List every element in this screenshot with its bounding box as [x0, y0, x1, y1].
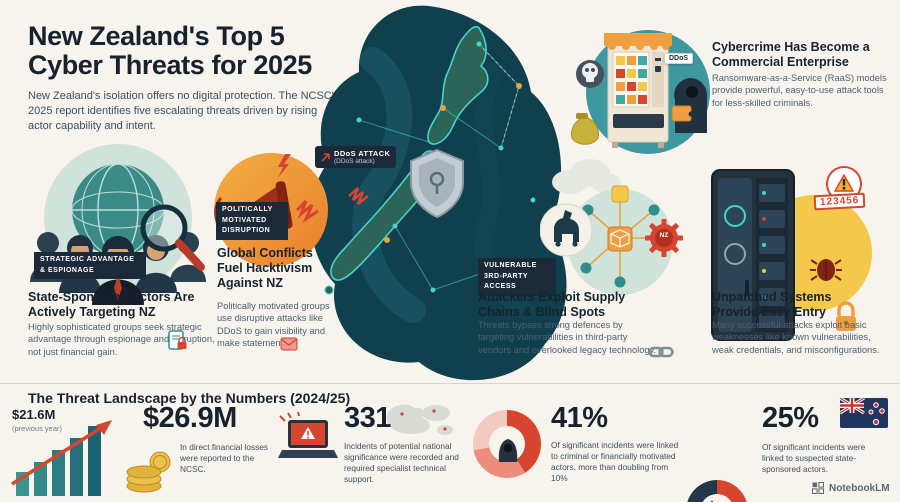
cloud-icon: [552, 159, 621, 194]
weak-password-label: 123456: [813, 192, 866, 211]
incident-laptop-icon: [278, 412, 338, 458]
secure-document-icon: [168, 330, 187, 350]
nz-flag-icon: [840, 398, 888, 428]
threat5-body: Many successful attacks exploit basic we…: [712, 320, 880, 355]
section-divider: [0, 383, 900, 384]
skull-icon: [576, 60, 604, 88]
supply-chain-illustration: [540, 185, 683, 295]
hooded-actor-icon: [498, 439, 518, 462]
nz-gear-icon: [645, 219, 683, 257]
donut-41-percent: [473, 410, 541, 478]
world-map-icon: [386, 404, 453, 435]
chain-link-icon: [648, 346, 674, 358]
server-rack-illustration: [711, 166, 872, 341]
threat3-body: Ransomware-as-a-Service (RaaS) models pr…: [712, 73, 887, 108]
header: New Zealand's Top 5 Cyber Threats for 20…: [28, 21, 368, 134]
threat3-title: Cybercrime Has Become a Commercial Enter…: [712, 40, 870, 69]
threat1-body: Highly sophisticated groups seek strateg…: [28, 322, 215, 357]
stat-incidents-desc: Incidents of potential national signific…: [344, 441, 459, 484]
stat-losses-value: $26.9M: [143, 402, 237, 434]
ddos-attack-label-line1: DDoS ATTACK: [334, 149, 391, 158]
threat4-title: Attackers Exploit Supply Chains & Blind …: [478, 290, 626, 319]
money-bag-icon: [571, 113, 599, 145]
coins-icon: [126, 451, 171, 493]
bug-icon: [810, 259, 842, 281]
threat1-title: State-Sponsored Actors Are Actively Targ…: [28, 290, 195, 319]
hooded-criminal-icon: [671, 78, 707, 133]
vending-ddos-tag: DDoS: [664, 53, 694, 64]
badge-espionage: Strategic Advantage & Espionage: [34, 252, 146, 279]
watermark-label: NotebookLM: [829, 482, 890, 494]
stat-state-value: 25%: [762, 402, 819, 434]
stat-criminal-desc: Of significant incidents were linked to …: [551, 440, 679, 483]
threat4-body: Threats bypass strong defences by target…: [478, 320, 657, 355]
stat-losses-desc: In direct financial losses were reported…: [180, 442, 269, 474]
numbers-section-title: The Threat Landscape by the Numbers (202…: [28, 390, 351, 406]
shield-icon: [410, 148, 464, 219]
threat2-body: Politically motivated groups use disrupt…: [217, 301, 330, 349]
gear-nz-label: NZ: [659, 232, 669, 239]
ddos-attack-label-line2: (DDoS attack): [334, 158, 375, 165]
warning-triangle-icon: [826, 166, 862, 202]
stat-previous-year: $21.6M (previous year): [12, 406, 62, 433]
threat2-title: Global Conflicts Fuel Hacktivism Against…: [217, 246, 313, 290]
page-title-line1: New Zealand's Top 5: [28, 21, 285, 51]
stat-prev-note: (previous year): [12, 424, 63, 433]
page-title-line2: Cyber Threats for 2025: [28, 50, 312, 81]
trojan-horse-icon: [540, 203, 593, 257]
attack-arrow-icon: [321, 152, 330, 162]
watermark: NotebookLM: [812, 482, 890, 494]
padlock-icon: [836, 301, 856, 331]
stat-state-desc: Of significant incidents were linked to …: [762, 442, 866, 474]
stat-criminal-value: 41%: [551, 402, 608, 434]
raas-vending-machine-illustration: [571, 30, 710, 154]
threat5-title: Unpatched Systems Provide Easy Entry: [712, 290, 832, 319]
donut-25-percent: [686, 480, 748, 502]
ddos-attack-label: DDoS ATTACK (DDoS attack): [315, 146, 397, 168]
badge-disruption: Politically Motivated Disruption: [216, 202, 288, 240]
stat-prev-value: $21.6M: [12, 407, 56, 422]
espionage-globe-illustration: [30, 144, 206, 305]
mail-lock-icon: [280, 337, 298, 351]
notebooklm-logo-icon: [812, 482, 824, 494]
losses-bar-chart: [11, 420, 112, 496]
badge-third-party: Vulnerable 3rd-Party Access: [478, 258, 556, 296]
page-subtitle: New Zealand's isolation offers no digita…: [28, 90, 340, 132]
stat-incidents-value: 331: [344, 402, 391, 434]
